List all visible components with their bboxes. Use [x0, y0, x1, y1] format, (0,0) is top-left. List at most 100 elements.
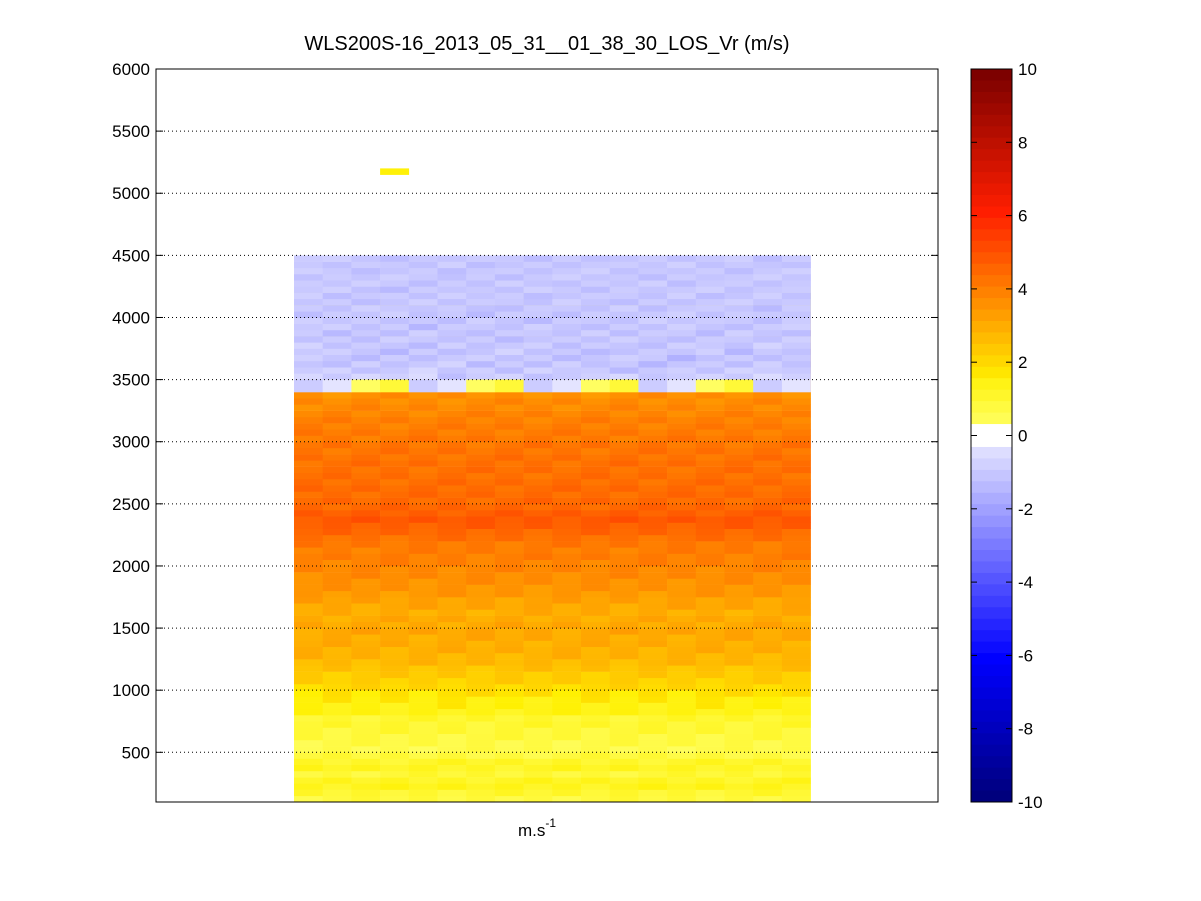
heatmap-cell: [753, 429, 783, 436]
heatmap-cell: [523, 665, 553, 672]
heatmap-cell: [351, 671, 381, 679]
heatmap-cell: [552, 336, 582, 343]
heatmap-cell: [380, 410, 410, 418]
heatmap-cell: [781, 255, 811, 262]
heatmap-cell: [437, 497, 467, 505]
heatmap-cell: [523, 329, 553, 337]
heatmap-cell: [322, 255, 352, 262]
heatmap-cell: [437, 727, 467, 734]
heatmap-cell: [494, 584, 524, 592]
heatmap-cell: [294, 603, 323, 610]
heatmap-cell: [322, 789, 352, 797]
heatmap-cell: [581, 565, 610, 573]
heatmap-cell: [408, 696, 438, 703]
heatmap-cell: [494, 267, 524, 275]
heatmap-cell: [581, 404, 610, 411]
heatmap-cell: [322, 746, 352, 753]
heatmap-cell: [753, 640, 783, 647]
heatmap-cell: [294, 746, 323, 753]
heatmap-cell: [781, 578, 811, 585]
heatmap-cell: [294, 510, 323, 517]
heatmap-cell: [638, 578, 668, 585]
heatmap-cell: [581, 727, 610, 734]
heatmap-cell: [724, 727, 754, 734]
heatmap-cell: [380, 733, 410, 741]
heatmap-cell: [581, 367, 610, 374]
heatmap-cell: [523, 323, 553, 331]
heatmap-cell: [667, 292, 697, 300]
heatmap-cells: [294, 168, 811, 802]
heatmap-cell: [408, 702, 438, 710]
heatmap-cell: [351, 311, 381, 318]
heatmap-cell: [638, 721, 668, 728]
heatmap-cell: [380, 565, 410, 573]
heatmap-cell: [466, 721, 496, 728]
heatmap-cell: [609, 423, 639, 430]
heatmap-cell: [322, 460, 352, 467]
heatmap-cell: [781, 671, 811, 679]
heatmap-cell: [494, 752, 524, 759]
heatmap-cell: [753, 684, 783, 691]
heatmap-cell: [638, 590, 668, 598]
heatmap-cell: [322, 516, 352, 523]
heatmap-cell: [781, 379, 811, 393]
heatmap-cell: [753, 292, 783, 300]
heatmap-cell: [724, 267, 754, 275]
heatmap-cell: [724, 510, 754, 517]
heatmap-cell: [781, 497, 811, 505]
heatmap-cell: [695, 255, 725, 262]
heatmap-cell: [609, 280, 639, 287]
heatmap-cell: [408, 354, 438, 362]
heatmap-cell: [294, 404, 323, 411]
heatmap-cell: [380, 342, 410, 349]
heatmap-cell: [667, 764, 697, 772]
heatmap-cell: [294, 280, 323, 287]
heatmap-cell: [351, 764, 381, 772]
heatmap-cell: [581, 423, 610, 430]
heatmap-cell: [294, 317, 323, 324]
heatmap-cell: [638, 553, 668, 560]
x-axis-label: m.s-1: [518, 816, 556, 840]
heatmap-cell: [552, 652, 582, 660]
heatmap-cell: [351, 298, 381, 306]
heatmap-cell: [753, 404, 783, 411]
heatmap-cell: [322, 441, 352, 449]
heatmap-cell: [294, 460, 323, 467]
heatmap-cell: [552, 516, 582, 523]
heatmap-cell: [581, 280, 610, 287]
heatmap-cell: [552, 255, 582, 262]
heatmap-cell: [494, 516, 524, 523]
heatmap-cell: [523, 789, 553, 797]
heatmap-cell: [581, 267, 610, 275]
heatmap-cell: [667, 255, 697, 262]
heatmap-cell: [380, 323, 410, 331]
heatmap-cell: [609, 684, 639, 691]
heatmap-cell: [322, 690, 352, 697]
heatmap-cell: [581, 522, 610, 529]
heatmap-cell: [753, 323, 783, 331]
colorbar-tick-label: 4: [1018, 280, 1027, 299]
heatmap-cell: [609, 721, 639, 728]
heatmap-cell: [667, 435, 697, 442]
heatmap-cell: [351, 466, 381, 474]
heatmap-cell: [494, 528, 524, 536]
heatmap-cell: [781, 715, 811, 722]
heatmap-cell: [466, 329, 496, 337]
heatmap-cell: [724, 354, 754, 362]
heatmap-cell: [638, 392, 668, 399]
heatmap-cell: [408, 746, 438, 753]
heatmap-cell: [638, 311, 668, 318]
heatmap-cell: [380, 659, 410, 666]
heatmap-cell: [638, 752, 668, 759]
heatmap-cell: [638, 572, 668, 579]
heatmap-cell: [724, 342, 754, 349]
heatmap-cell: [667, 696, 697, 703]
heatmap-cell: [552, 298, 582, 306]
heatmap-cell: [667, 311, 697, 318]
heatmap-cell: [667, 373, 697, 380]
heatmap-cell: [380, 795, 410, 802]
heatmap-cell: [638, 603, 668, 610]
heatmap-cell: [437, 510, 467, 517]
heatmap-cell: [408, 764, 438, 772]
heatmap-cell: [552, 783, 582, 790]
